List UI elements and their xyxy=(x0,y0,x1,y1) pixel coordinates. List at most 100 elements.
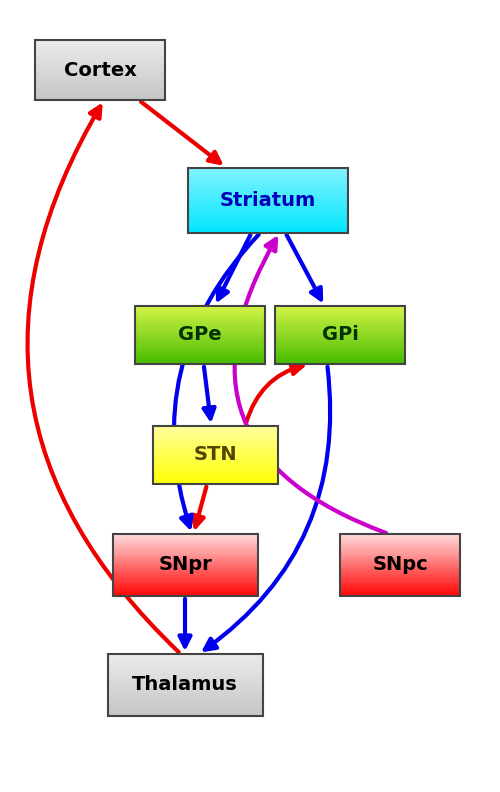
Bar xyxy=(35,62,165,64)
Bar xyxy=(152,441,278,444)
Bar xyxy=(152,474,278,477)
Bar xyxy=(135,310,265,312)
Bar xyxy=(108,661,262,663)
Bar xyxy=(188,226,348,229)
Bar xyxy=(135,323,265,326)
Bar xyxy=(188,196,348,198)
Bar xyxy=(135,343,265,345)
Bar xyxy=(152,457,278,459)
Bar xyxy=(340,571,460,573)
Bar xyxy=(188,217,348,220)
Bar xyxy=(275,337,405,339)
Bar xyxy=(275,345,405,347)
Bar xyxy=(340,559,460,562)
Bar xyxy=(152,432,278,434)
Bar xyxy=(108,695,262,698)
Bar xyxy=(108,689,262,691)
Text: GPe: GPe xyxy=(178,326,222,345)
Bar xyxy=(35,40,165,43)
Bar xyxy=(112,546,258,549)
Bar xyxy=(108,672,262,675)
Bar xyxy=(112,594,258,596)
Bar xyxy=(35,78,165,81)
Bar xyxy=(275,341,405,343)
Bar xyxy=(152,478,278,481)
Bar xyxy=(135,326,265,328)
Bar xyxy=(152,472,278,475)
Text: Thalamus: Thalamus xyxy=(132,676,238,695)
Bar xyxy=(340,553,460,555)
Text: Cortex: Cortex xyxy=(64,60,136,79)
Bar xyxy=(108,662,262,664)
Bar xyxy=(340,540,460,543)
Bar xyxy=(112,580,258,582)
Bar xyxy=(108,710,262,712)
Bar xyxy=(152,455,278,458)
Bar xyxy=(35,60,165,63)
Bar xyxy=(108,687,262,690)
Bar xyxy=(135,308,265,310)
Bar xyxy=(188,176,348,179)
Bar xyxy=(275,310,405,312)
Bar xyxy=(340,534,460,536)
Bar xyxy=(188,187,348,189)
Bar xyxy=(108,691,262,694)
Bar xyxy=(340,561,460,563)
Bar xyxy=(108,706,262,708)
Bar xyxy=(275,333,405,336)
Bar xyxy=(152,470,278,473)
Text: STN: STN xyxy=(193,445,237,464)
Bar xyxy=(188,198,348,200)
Bar xyxy=(112,534,258,596)
Bar xyxy=(340,594,460,596)
Bar xyxy=(135,360,265,363)
Bar xyxy=(112,553,258,555)
Text: GPi: GPi xyxy=(322,326,358,345)
Bar xyxy=(112,588,258,590)
Bar xyxy=(275,314,405,316)
Text: SNpr: SNpr xyxy=(158,555,212,574)
Bar xyxy=(135,331,265,333)
Bar xyxy=(35,58,165,60)
Bar xyxy=(188,193,348,196)
Bar xyxy=(108,654,262,657)
Bar xyxy=(188,202,348,205)
Bar xyxy=(188,230,348,233)
Bar xyxy=(275,335,405,337)
Bar xyxy=(340,569,460,572)
Bar xyxy=(275,356,405,359)
Bar xyxy=(275,348,405,351)
Bar xyxy=(35,68,165,70)
Bar xyxy=(135,335,265,337)
Bar xyxy=(340,549,460,551)
Bar xyxy=(340,588,460,590)
Bar xyxy=(275,354,405,356)
Bar xyxy=(275,343,405,345)
Bar xyxy=(188,207,348,209)
Bar xyxy=(112,569,258,572)
Bar xyxy=(112,534,258,536)
Bar xyxy=(35,52,165,55)
Bar xyxy=(108,685,262,687)
Bar xyxy=(135,327,265,329)
Bar xyxy=(275,347,405,349)
Bar xyxy=(152,453,278,455)
Bar xyxy=(108,671,262,673)
Bar xyxy=(275,360,405,363)
Bar xyxy=(340,563,460,565)
Bar xyxy=(108,714,262,717)
Bar xyxy=(135,306,265,364)
Bar xyxy=(35,76,165,78)
Bar xyxy=(188,215,348,218)
Bar xyxy=(152,480,278,482)
Bar xyxy=(340,544,460,547)
Bar xyxy=(35,82,165,85)
Bar xyxy=(135,318,265,320)
Bar xyxy=(112,590,258,592)
Bar xyxy=(112,573,258,576)
Bar xyxy=(275,322,405,324)
Bar xyxy=(112,575,258,578)
Bar xyxy=(35,64,165,67)
Bar xyxy=(108,708,262,710)
Bar xyxy=(135,337,265,339)
